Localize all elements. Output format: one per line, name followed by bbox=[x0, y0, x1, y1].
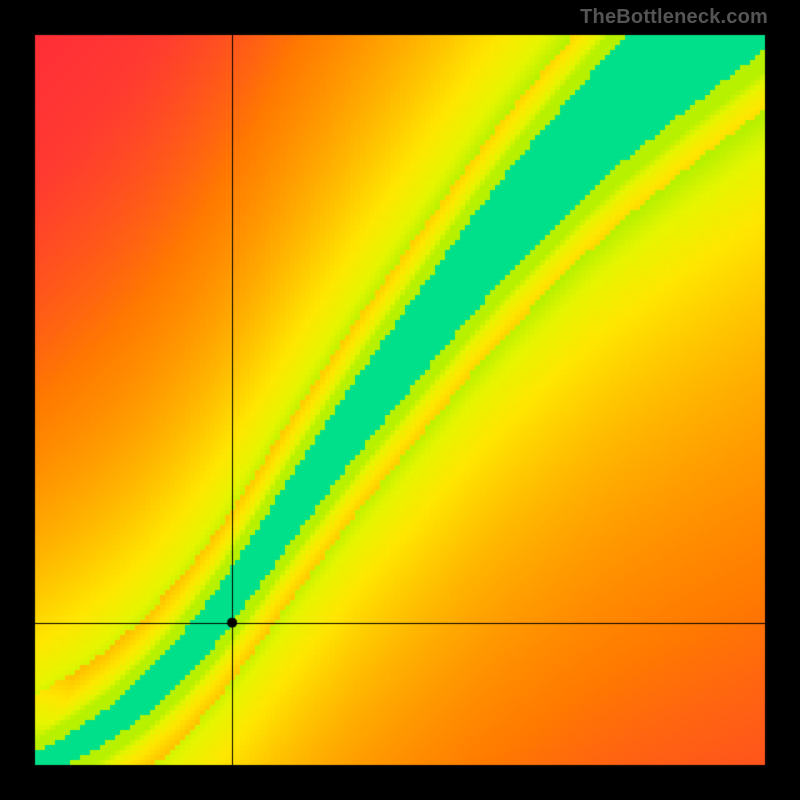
heatmap-canvas bbox=[0, 0, 800, 800]
watermark-text: TheBottleneck.com bbox=[580, 6, 768, 29]
chart-container: TheBottleneck.com bbox=[0, 0, 800, 800]
